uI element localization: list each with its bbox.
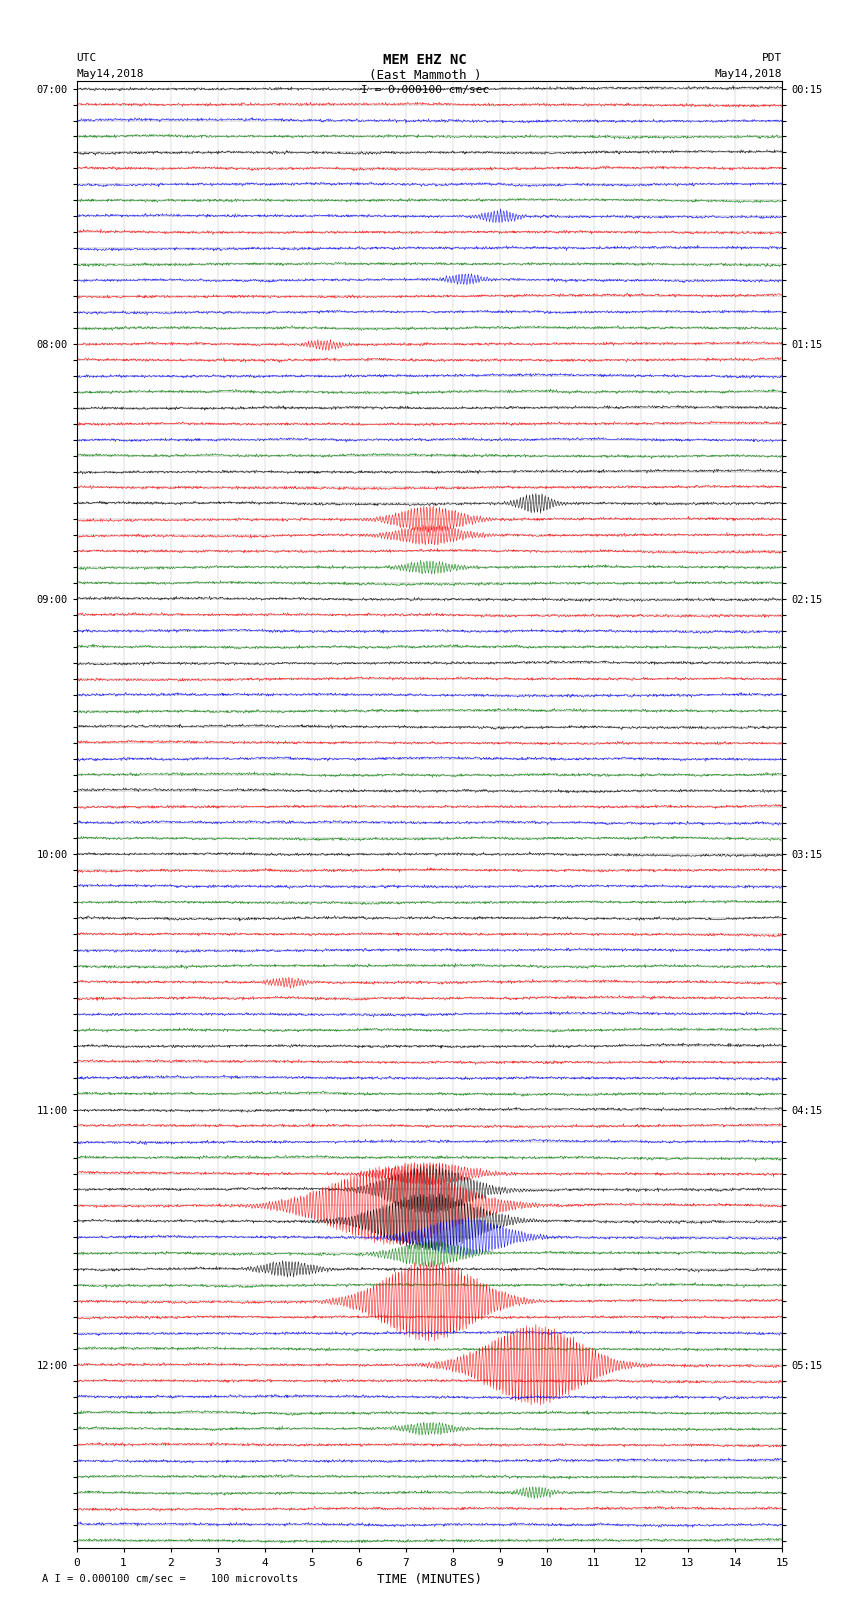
Text: May14,2018: May14,2018 [76,69,144,79]
Text: PDT: PDT [762,53,782,63]
Text: (East Mammoth ): (East Mammoth ) [369,69,481,82]
Text: I = 0.000100 cm/sec: I = 0.000100 cm/sec [361,85,489,95]
X-axis label: TIME (MINUTES): TIME (MINUTES) [377,1573,482,1586]
Text: May14,2018: May14,2018 [715,69,782,79]
Text: MEM EHZ NC: MEM EHZ NC [383,53,467,68]
Text: UTC: UTC [76,53,97,63]
Text: A I = 0.000100 cm/sec =    100 microvolts: A I = 0.000100 cm/sec = 100 microvolts [42,1574,298,1584]
